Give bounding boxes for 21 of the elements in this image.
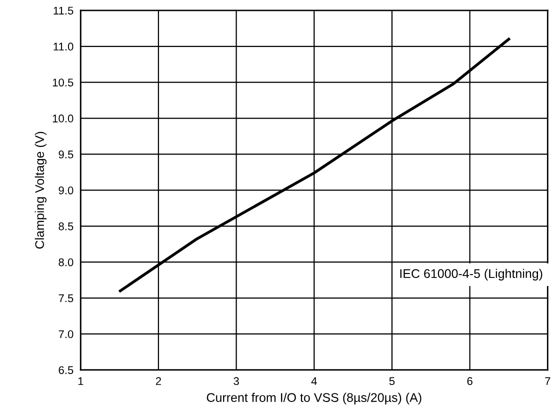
x-tick-label: 6	[467, 377, 472, 386]
y-tick-label: 11.5	[54, 6, 74, 15]
x-tick-label: 2	[156, 377, 161, 385]
x-tick-label: 7	[545, 377, 550, 385]
y-tick-label: 10.5	[52, 78, 74, 86]
x-axis-title: Current from I/O to VSS (8µs/20µs) (A)	[206, 392, 422, 404]
y-tick-label: 6.5	[58, 366, 74, 374]
y-tick-label: 10.0	[52, 114, 74, 122]
x-tick-label: 1	[78, 377, 84, 385]
y-tick-label: 9.5	[58, 150, 74, 158]
y-tick-label: 7.0	[58, 330, 74, 338]
y-axis-title: Clamping Voltage (V)	[34, 132, 46, 249]
y-tick-label: 7.5	[58, 294, 74, 302]
x-tick-label: 5	[389, 377, 395, 386]
x-tick-label: 3	[234, 377, 239, 386]
y-tick-label: 8.5	[58, 222, 74, 230]
x-tick-label: 4	[311, 377, 317, 385]
y-tick-label: 9.0	[58, 186, 74, 194]
y-tick-label: 11.0	[54, 42, 74, 51]
y-tick-label: 8.0	[58, 258, 74, 266]
annotation: IEC 61000-4-5 (Lightning)	[400, 268, 542, 280]
